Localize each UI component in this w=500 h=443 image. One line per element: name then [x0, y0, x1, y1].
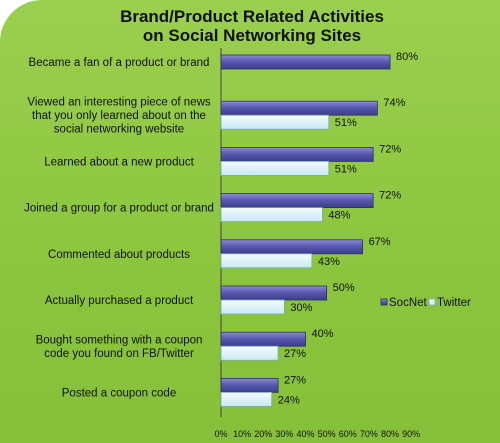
- x-tick-label: 10%: [233, 429, 251, 439]
- bar-socnet: [220, 377, 279, 393]
- x-tick-label: 30%: [275, 429, 293, 439]
- bar-socnet: [220, 54, 391, 70]
- bar-twitter: [220, 299, 285, 315]
- legend-swatch-socnet: [380, 298, 388, 306]
- x-tick-label: 0%: [214, 429, 227, 439]
- bar-socnet: [220, 331, 306, 347]
- legend-swatch-twitter: [428, 298, 436, 306]
- data-label-twitter: 51%: [335, 117, 357, 129]
- data-label-twitter: 51%: [335, 163, 357, 175]
- x-tick-label: 50%: [318, 429, 336, 439]
- chart-title-line: on Social Networking Sites: [143, 26, 361, 45]
- bar-twitter: [220, 160, 330, 176]
- category-label: that you only learned about on the: [32, 110, 206, 122]
- data-label-socnet: 67%: [369, 236, 391, 248]
- legend: SocNet Twitter: [380, 297, 471, 309]
- bar-socnet: [220, 146, 374, 162]
- bar-twitter: [220, 114, 330, 130]
- bar-twitter: [220, 345, 279, 361]
- category-label: Posted a coupon code: [62, 387, 176, 399]
- legend-label-twitter: Twitter: [437, 297, 471, 309]
- bar-twitter: [220, 391, 273, 407]
- data-label-socnet: 72%: [379, 143, 401, 155]
- category-label: Learned about a new product: [44, 156, 194, 168]
- bar-socnet: [220, 239, 363, 255]
- category-label: Joined a group for a product or brand: [24, 203, 214, 215]
- x-tick-label: 40%: [297, 429, 315, 439]
- x-tick-label: 70%: [360, 429, 378, 439]
- chart-title-line: Brand/Product Related Activities: [120, 7, 384, 26]
- data-label-socnet: 50%: [333, 282, 355, 294]
- bar-twitter: [220, 207, 323, 223]
- data-label-socnet: 74%: [383, 97, 405, 109]
- category-label: Viewed an interesting piece of news: [27, 97, 211, 109]
- bar-socnet: [220, 193, 374, 209]
- category-label: Bought something with a coupon: [36, 334, 203, 346]
- x-tick-label: 80%: [381, 429, 399, 439]
- data-label-socnet: 72%: [379, 190, 401, 202]
- legend-label-socnet: SocNet: [389, 297, 428, 309]
- data-label-twitter: 30%: [290, 302, 312, 314]
- bar-twitter: [220, 253, 313, 269]
- category-label: code you found on FB/Twitter: [44, 348, 194, 360]
- data-label-socnet: 40%: [312, 328, 334, 340]
- category-label: Became a fan of a product or brand: [29, 57, 210, 69]
- bar-socnet: [220, 285, 328, 301]
- category-labels: Became a fan of a product or brand Viewed…: [24, 57, 214, 399]
- data-label-twitter: 27%: [284, 348, 306, 360]
- data-label-socnet: 27%: [284, 374, 306, 386]
- x-tick-label: 90%: [402, 429, 420, 439]
- x-tick-label: 60%: [339, 429, 357, 439]
- category-label: social networking website: [54, 124, 184, 136]
- bar-socnet: [220, 100, 378, 116]
- x-tick-label: 20%: [254, 429, 272, 439]
- category-label: Commented about products: [48, 249, 190, 261]
- data-label-socnet: 80%: [396, 51, 418, 63]
- bars: 80% 74% 51% 72% 51% 72% 48% 67% 43% 50% 30% 40% 27% 2…: [220, 51, 418, 407]
- data-label-twitter: 24%: [278, 394, 300, 406]
- data-label-twitter: 48%: [328, 210, 350, 222]
- category-label: Actually purchased a product: [45, 295, 194, 307]
- data-label-twitter: 43%: [318, 256, 340, 268]
